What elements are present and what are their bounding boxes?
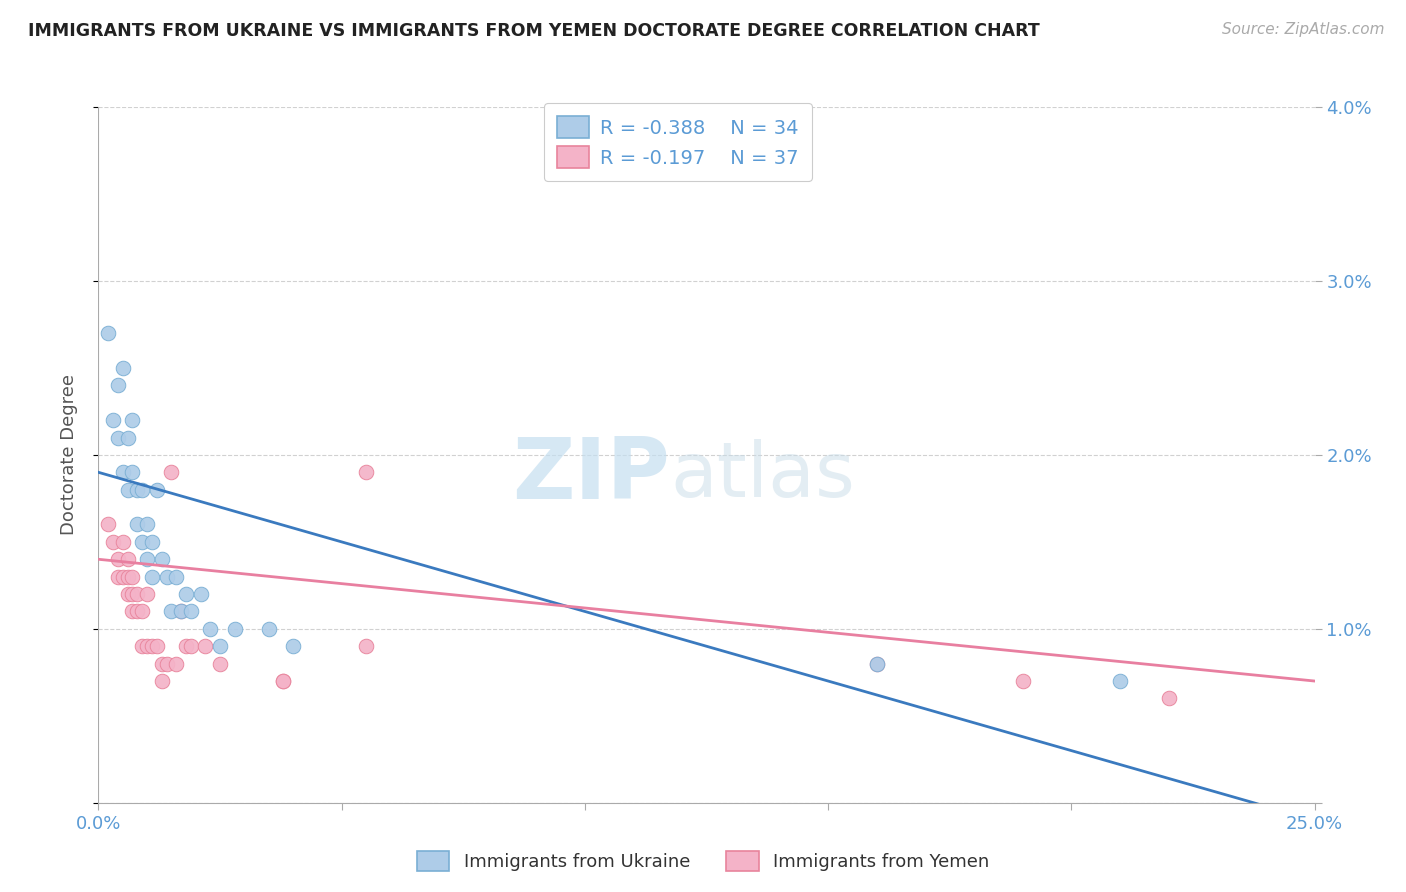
Point [117,483,139,497]
Point [866,657,889,671]
Point [174,639,197,653]
Point [127,517,149,532]
Point [107,552,129,566]
Point [200,622,222,636]
Text: atlas: atlas [671,439,855,513]
Legend: R = -0.388    N = 34, R = -0.197    N = 37: R = -0.388 N = 34, R = -0.197 N = 37 [544,103,813,181]
Point [209,657,232,671]
Legend: Immigrants from Ukraine, Immigrants from Yemen: Immigrants from Ukraine, Immigrants from… [409,844,997,879]
Point [354,639,377,653]
Point [111,360,134,375]
Point [121,466,143,480]
Point [136,639,159,653]
Point [146,639,169,653]
Point [136,517,159,532]
Point [127,587,149,601]
Point [170,605,193,619]
Point [180,605,202,619]
Point [111,535,134,549]
Point [150,657,173,671]
Point [150,674,173,689]
Point [1157,691,1180,706]
Text: ZIP: ZIP [512,434,671,517]
Point [209,639,232,653]
Point [121,605,143,619]
Point [354,466,377,480]
Text: IMMIGRANTS FROM UKRAINE VS IMMIGRANTS FROM YEMEN DOCTORATE DEGREE CORRELATION CH: IMMIGRANTS FROM UKRAINE VS IMMIGRANTS FR… [28,22,1040,40]
Point [155,657,177,671]
Point [117,552,139,566]
Point [121,587,143,601]
Point [141,639,163,653]
Point [136,587,159,601]
Point [180,639,202,653]
Point [117,431,139,445]
Point [271,674,294,689]
Point [127,483,149,497]
Point [1011,674,1033,689]
Point [107,570,129,584]
Point [257,622,280,636]
Point [131,639,153,653]
Point [131,483,153,497]
Point [146,483,169,497]
Point [1109,674,1132,689]
Point [117,587,139,601]
Point [97,517,120,532]
Y-axis label: Doctorate Degree: Doctorate Degree [59,375,77,535]
Point [121,413,143,427]
Point [165,570,187,584]
Point [136,552,159,566]
Point [121,570,143,584]
Text: Source: ZipAtlas.com: Source: ZipAtlas.com [1222,22,1385,37]
Point [224,622,246,636]
Point [160,466,183,480]
Point [141,535,163,549]
Point [150,552,173,566]
Point [111,570,134,584]
Point [107,431,129,445]
Point [111,466,134,480]
Point [97,326,120,341]
Point [101,413,124,427]
Point [165,657,187,671]
Point [101,535,124,549]
Point [117,570,139,584]
Point [194,639,217,653]
Point [131,535,153,549]
Point [190,587,212,601]
Point [107,378,129,392]
Point [281,639,304,653]
Point [160,605,183,619]
Point [170,605,193,619]
Point [271,674,294,689]
Point [866,657,889,671]
Point [174,587,197,601]
Point [127,605,149,619]
Point [141,570,163,584]
Point [155,570,177,584]
Point [131,605,153,619]
